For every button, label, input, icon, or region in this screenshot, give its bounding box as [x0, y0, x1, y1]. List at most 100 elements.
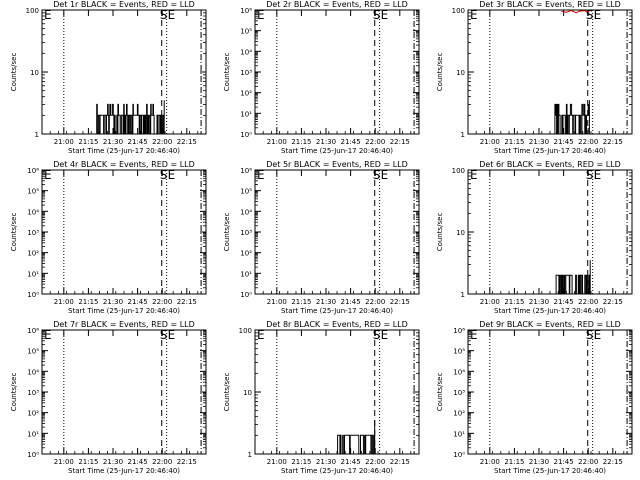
x-tick-label: 22:00 [578, 298, 598, 306]
y-tick-label: 10 [30, 69, 39, 77]
chart-title: Det 6r BLACK = Events, RED = LLD [479, 160, 621, 169]
x-tick-label: 22:00 [365, 458, 385, 466]
marker-s: S [586, 8, 594, 22]
chart-title: Det 5r BLACK = Events, RED = LLD [266, 160, 408, 169]
x-tick-label: 22:15 [390, 138, 410, 146]
x-tick-label: 22:15 [390, 458, 410, 466]
plot-frame [254, 9, 420, 135]
x-axis-label: Start Time (25-Jun-17 20:46:40) [281, 147, 393, 155]
x-tick-label: 21:00 [54, 298, 74, 306]
y-tick-label: 100 [26, 7, 39, 15]
x-tick-label: 22:15 [177, 138, 197, 146]
y-tick-label: 10⁰ [240, 131, 252, 139]
x-tick-label: 21:45 [554, 298, 574, 306]
x-tick-label: 21:15 [504, 138, 524, 146]
x-tick-label: 21:15 [78, 298, 98, 306]
x-axis-label: Start Time (25-Jun-17 20:46:40) [494, 307, 606, 315]
y-tick-label: 10³ [453, 389, 465, 397]
chart-title: Det 4r BLACK = Events, RED = LLD [53, 160, 195, 169]
x-tick-label: 21:00 [480, 458, 500, 466]
x-axis-label: Start Time (25-Jun-17 20:46:40) [281, 467, 393, 475]
y-tick-label: 10¹ [27, 270, 39, 278]
x-tick-label: 21:15 [291, 138, 311, 146]
marker-s: S [373, 8, 381, 22]
x-tick-label: 21:45 [128, 138, 148, 146]
y-tick-label: 10⁴ [240, 48, 252, 56]
y-axis-label: Counts/sec [223, 373, 231, 412]
y-tick-label: 10² [27, 250, 39, 258]
y-tick-label: 100 [239, 327, 252, 335]
y-tick-label: 10⁴ [453, 368, 465, 376]
chart-panel-2: Det 2r BLACK = Events, RED = LLD Counts/s… [223, 0, 420, 155]
chart-panel-3: Det 3r BLACK = Events, RED = LLD Counts/s… [436, 0, 633, 155]
y-axis-label: Counts/sec [436, 373, 444, 412]
y-tick-label: 10⁵ [27, 348, 39, 356]
x-tick-label: 21:15 [504, 298, 524, 306]
x-axis-label: Start Time (25-Jun-17 20:46:40) [68, 467, 180, 475]
x-tick-label: 21:30 [316, 138, 336, 146]
events-trace [554, 260, 591, 295]
marker-e: E [594, 8, 602, 22]
x-axis-label: Start Time (25-Jun-17 20:46:40) [494, 147, 606, 155]
marker-e: E [168, 328, 176, 342]
marker-e-start: E [470, 8, 478, 22]
x-tick-label: 22:00 [365, 298, 385, 306]
events-trace [554, 100, 590, 135]
x-tick-label: 22:15 [603, 138, 623, 146]
lld-trace [561, 9, 590, 14]
x-axis-label: Start Time (25-Jun-17 20:46:40) [68, 147, 180, 155]
marker-e: E [594, 328, 602, 342]
chart-panel-1: Det 1r BLACK = Events, RED = LLD Counts/s… [10, 0, 207, 155]
y-tick-label: 10¹ [240, 110, 252, 118]
y-tick-label: 10⁵ [453, 348, 465, 356]
x-tick-label: 21:15 [78, 458, 98, 466]
x-tick-label: 21:30 [316, 298, 336, 306]
chart-panel-5: Det 5r BLACK = Events, RED = LLD Counts/s… [223, 160, 420, 315]
y-tick-label: 10⁵ [240, 188, 252, 196]
marker-e-start: E [257, 328, 265, 342]
y-tick-label: 10² [240, 250, 252, 258]
x-tick-label: 21:00 [480, 298, 500, 306]
x-tick-label: 21:45 [554, 138, 574, 146]
y-tick-label: 10⁴ [27, 208, 39, 216]
chart-panel-7: Det 7r BLACK = Events, RED = LLD Counts/s… [10, 320, 207, 475]
y-tick-label: 10⁶ [453, 327, 465, 335]
marker-s: S [160, 328, 168, 342]
x-tick-label: 22:00 [152, 298, 172, 306]
x-tick-label: 21:45 [341, 138, 361, 146]
x-tick-label: 21:00 [54, 458, 74, 466]
y-tick-label: 10⁴ [27, 368, 39, 376]
chart-title: Det 1r BLACK = Events, RED = LLD [53, 0, 195, 9]
x-axis-label: Start Time (25-Jun-17 20:46:40) [281, 307, 393, 315]
y-tick-label: 10³ [27, 229, 39, 237]
y-tick-label: 1 [461, 291, 465, 299]
marker-e-start: E [44, 168, 52, 182]
marker-s: S [586, 168, 594, 182]
y-tick-label: 10² [27, 410, 39, 418]
x-tick-label: 22:00 [578, 458, 598, 466]
x-tick-label: 21:15 [504, 458, 524, 466]
y-tick-label: 10⁰ [453, 451, 465, 459]
marker-e: E [168, 8, 176, 22]
events-trace [96, 100, 165, 135]
x-tick-label: 21:45 [341, 458, 361, 466]
x-tick-label: 21:15 [291, 458, 311, 466]
x-tick-label: 21:30 [529, 298, 549, 306]
y-axis-label: Counts/sec [10, 213, 18, 252]
y-tick-label: 10³ [240, 229, 252, 237]
x-tick-label: 21:30 [316, 458, 336, 466]
plot-frame [41, 329, 207, 455]
x-tick-label: 21:45 [128, 458, 148, 466]
x-tick-label: 22:00 [578, 138, 598, 146]
marker-e-start: E [44, 328, 52, 342]
y-axis-label: Counts/sec [223, 213, 231, 252]
marker-e-start: E [257, 168, 265, 182]
plot-frame [467, 169, 633, 295]
y-tick-label: 10² [453, 410, 465, 418]
y-tick-label: 10⁶ [240, 7, 252, 15]
y-tick-label: 10³ [27, 389, 39, 397]
marker-e: E [381, 328, 389, 342]
y-axis-label: Counts/sec [436, 53, 444, 92]
x-tick-label: 21:00 [54, 138, 74, 146]
y-tick-label: 10⁰ [27, 291, 39, 299]
